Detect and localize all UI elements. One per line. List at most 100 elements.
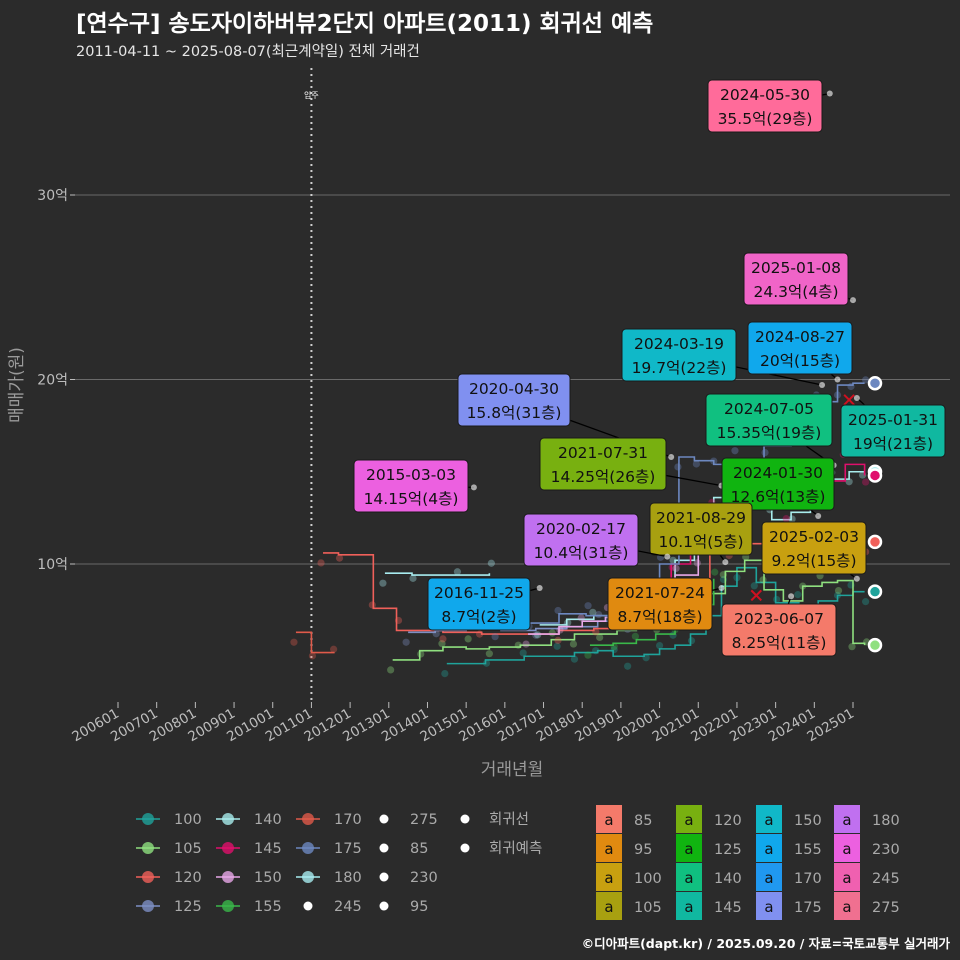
annotation-date: 2025-01-31 [848,411,938,429]
label-legend-text-275: 275 [872,900,900,916]
annotation-point [819,382,826,389]
annotation-date: 2020-02-17 [536,520,626,538]
move-in-label: 입주 [304,91,319,100]
legend-marker-275 [379,814,389,824]
legend-label-105: 105 [174,841,202,857]
legend-label-155: 155 [254,899,282,915]
trade-dot-175 [731,447,739,455]
series-170 [290,631,338,660]
legend-label-140: 140 [254,812,282,828]
legend-label-120: 120 [174,870,202,886]
annotation-box [840,404,946,458]
annotation-2020-02-17: 2020-02-17 10.4억(31층) [523,513,671,567]
label-legend-glyph: a [604,869,613,887]
y-tick-label: 30억 [37,188,68,204]
label-legend-glyph: a [764,869,773,887]
annotation-2016-11-25: 2016-11-25 8.7억(2층) [427,577,543,631]
trade-dot-100 [862,598,870,606]
trade-dot-105 [596,633,604,642]
label-legend-text-170: 170 [794,871,822,887]
annotation-layer: 2024-05-3035.5억(29층)2025-01-0824.3억(4층)2… [353,79,946,657]
label-legend-swatch-100 [596,863,622,891]
annotation-point [722,559,729,566]
annotation-value: 10.1억(5층) [659,533,744,551]
annotation-value: 8.25억(11층) [732,634,827,652]
label-legend-swatch-230 [834,834,860,862]
annotation-box [621,328,737,382]
legend-marker-95 [379,901,389,911]
label-legend-glyph: a [684,898,693,916]
trade-dot-100 [441,669,449,678]
label-legend-swatch-95 [596,834,622,862]
trade-dot-105 [438,640,446,648]
trade-dot-175 [584,602,592,610]
label-legend-glyph: a [684,840,693,858]
legend-label-175: 175 [334,841,362,857]
annotation-box [743,252,849,306]
trade-dot-105 [464,635,472,643]
label-legend-swatch-120 [676,805,702,833]
trade-dot-155 [610,643,618,651]
annotation-point [834,376,841,383]
label-legend-glyph: a [842,811,851,829]
trade-dot-175 [692,460,700,468]
trade-dot-150 [693,559,701,567]
annotation-point [853,394,860,401]
label-legend-swatch-125 [676,834,702,862]
source-credit: ©디아파트(dapt.kr) / 2025.09.20 / 자료=국토교통부 실… [581,936,950,951]
annotation-point [470,484,477,491]
annotation-value: 10.4억(31층) [534,544,629,562]
annotation-2024-01-30: 2024-01-30 12.6억(13층) [721,457,835,520]
annotation-2025-01-08: 2025-01-08 24.3억(4층) [743,252,856,306]
annotation-value: 24.3억(4층) [754,283,839,301]
legend-label-275: 275 [410,812,438,828]
trade-dot-125 [402,638,410,646]
annotation-date: 2024-08-27 [755,328,845,346]
label-legend-swatch-105 [596,892,622,920]
annotation-point [788,593,795,600]
annotation-value: 14.25억(26층) [551,468,656,486]
legend-label-extra: 회귀예측 [489,840,542,857]
trade-dot-145 [862,478,870,486]
label-legend-glyph: a [604,840,613,858]
legend-label-100: 100 [174,812,202,828]
trade-dot-170 [308,652,317,660]
trade-dot-170 [330,645,338,653]
label-legend-text-230: 230 [872,842,900,858]
annotation-box [747,321,853,375]
trade-dot-150 [522,640,530,648]
trade-dot-125 [432,630,440,638]
annotation-2021-07-24: 2021-07-24 8.7억(18층) [607,577,725,631]
trade-dot-105 [485,650,493,658]
series-180 [379,559,495,587]
annotation-point [536,584,543,591]
trade-dot-100 [773,595,781,604]
trade-dot-145 [782,515,790,523]
annotation-date: 2025-01-08 [751,259,841,277]
annotation-value: 35.5억(29층) [718,110,813,128]
label-legend-text-145: 145 [714,900,742,916]
label-legend-swatch-275 [834,892,860,920]
label-legend-swatch-245 [834,863,860,891]
label-legend-swatch-145 [676,892,702,920]
trade-dot-175 [554,606,562,615]
label-legend-glyph: a [604,898,613,916]
trade-dot-105 [387,666,395,674]
annotation-point [718,584,725,591]
legend-label-150: 150 [254,870,282,886]
legend-marker-175 [302,842,314,854]
legend-label-125: 125 [174,899,202,915]
y-tick-label: 10억 [37,557,68,573]
annotation-2024-03-19: 2024-03-19 19.7억(22층) [621,328,826,389]
trade-dot-100 [519,649,527,657]
legend-marker-180 [302,871,314,883]
forecast-marker-175 [867,375,883,391]
annotation-box [761,521,867,575]
annotation-2024-07-05: 2024-07-05 15.35억(19층) [705,393,837,469]
label-legend-text-125: 125 [714,842,742,858]
trade-dot-180 [453,568,462,576]
page-title: [연수구] 송도자이하버뷰2단지 아파트(2011) 회귀선 예측 [76,11,654,37]
forecast-marker-100 [867,584,883,599]
trade-dot-180 [379,579,387,587]
